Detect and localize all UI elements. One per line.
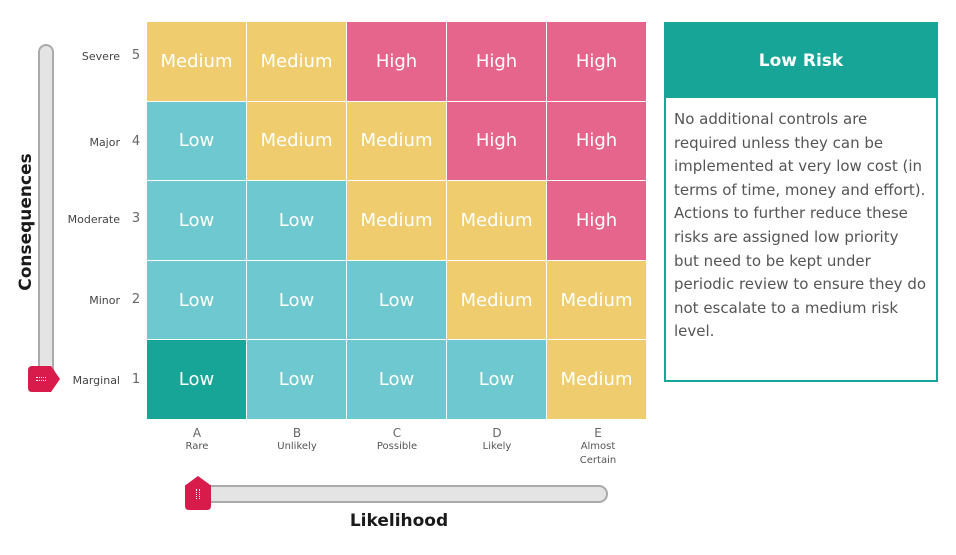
matrix-cell-marginal-unlikely[interactable]: Low: [247, 340, 347, 420]
matrix-cell-severe-possible[interactable]: High: [347, 22, 447, 102]
column-name: Possible: [376, 441, 418, 452]
matrix-cell-minor-unlikely[interactable]: Low: [247, 260, 347, 341]
column-letter: E: [594, 426, 602, 440]
column-name: Rare: [185, 441, 209, 452]
row-number-3: 3: [131, 211, 141, 226]
row-label-major: Major: [89, 136, 120, 149]
column-name: Unlikely: [277, 441, 317, 452]
matrix-cell-moderate-rare[interactable]: Low: [147, 181, 247, 261]
column-letter: A: [192, 426, 202, 440]
matrix-cell-major-likely[interactable]: High: [447, 101, 547, 182]
column-label-likely: D Likely: [447, 426, 547, 454]
matrix-cell-marginal-possible[interactable]: Low: [347, 340, 447, 420]
row-label-severe: Severe: [81, 50, 120, 63]
matrix-cell-severe-likely[interactable]: High: [447, 22, 547, 102]
column-name: Likely: [482, 441, 512, 452]
row-number-1: 1: [131, 372, 141, 387]
matrix-cell-moderate-likely[interactable]: Medium: [447, 181, 547, 261]
matrix-cell-major-almost-certain[interactable]: High: [547, 101, 647, 182]
column-label-possible: C Possible: [347, 426, 447, 454]
consequences-slider-handle[interactable]: [28, 366, 60, 392]
matrix-cell-marginal-almost-certain[interactable]: Medium: [547, 340, 647, 420]
matrix-cell-minor-rare[interactable]: Low: [147, 260, 247, 341]
matrix-cell-moderate-unlikely[interactable]: Low: [247, 181, 347, 261]
matrix-cell-major-unlikely[interactable]: Medium: [247, 101, 347, 182]
matrix-cell-minor-almost-certain[interactable]: Medium: [547, 260, 647, 341]
row-number-4: 4: [131, 134, 141, 149]
grip-icon: [196, 489, 200, 499]
column-letter: D: [492, 426, 502, 440]
matrix-cell-moderate-almost-certain[interactable]: High: [547, 181, 647, 261]
matrix-cell-marginal-rare[interactable]: Low: [147, 340, 247, 420]
matrix-cell-severe-almost-certain[interactable]: High: [547, 22, 647, 102]
matrix-cell-severe-rare[interactable]: Medium: [147, 22, 247, 102]
matrix-cell-major-rare[interactable]: Low: [147, 101, 247, 182]
matrix-cell-minor-possible[interactable]: Low: [347, 260, 447, 341]
matrix-cell-severe-unlikely[interactable]: Medium: [247, 22, 347, 102]
row-number-5: 5: [131, 48, 141, 63]
column-letter: C: [392, 426, 402, 440]
column-label-rare: A Rare: [147, 426, 247, 454]
matrix-cell-marginal-likely[interactable]: Low: [447, 340, 547, 420]
row-label-moderate: Moderate: [67, 213, 120, 226]
column-label-unlikely: B Unlikely: [247, 426, 347, 454]
matrix-cell-minor-likely[interactable]: Medium: [447, 260, 547, 341]
row-label-marginal: Marginal: [72, 374, 120, 387]
likelihood-slider-handle[interactable]: [185, 476, 211, 510]
column-name: Almost Certain: [579, 441, 617, 466]
column-label-almost-certain: E Almost Certain: [547, 426, 649, 468]
row-label-minor: Minor: [89, 294, 120, 307]
matrix-cell-moderate-possible[interactable]: Medium: [347, 181, 447, 261]
matrix-cell-major-possible[interactable]: Medium: [347, 101, 447, 182]
likelihood-slider-track[interactable]: [190, 485, 608, 503]
likelihood-axis-title: Likelihood: [349, 511, 449, 531]
risk-level-description: No additional controls are required unle…: [674, 110, 927, 341]
consequences-axis-title: Consequences: [16, 153, 36, 291]
risk-info-panel: Low Risk No additional controls are requ…: [664, 22, 938, 382]
consequences-slider-track[interactable]: [38, 44, 54, 384]
risk-matrix-grid: Medium Medium High High High Low Medium Medium H…: [147, 22, 647, 420]
risk-level-title: Low Risk: [666, 24, 936, 98]
row-number-2: 2: [131, 292, 141, 307]
grip-icon: [36, 377, 46, 381]
column-letter: B: [292, 426, 302, 440]
